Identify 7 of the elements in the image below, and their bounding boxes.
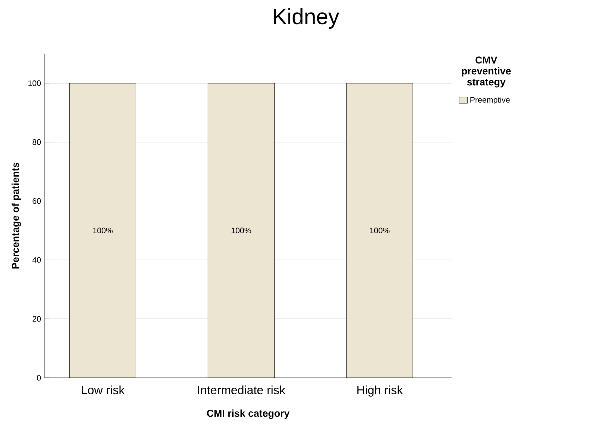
y-axis-title: Percentage of patients xyxy=(12,162,22,269)
legend-title: CMV preventive strategy xyxy=(462,56,512,88)
x-axis-title: CMI risk category xyxy=(207,410,290,420)
x-tick-label: Low risk xyxy=(82,386,125,395)
x-tick-label: High risk xyxy=(358,386,404,397)
chart-title: Kidney xyxy=(274,8,340,29)
x-tick-label: Intermediate risk xyxy=(198,386,286,395)
